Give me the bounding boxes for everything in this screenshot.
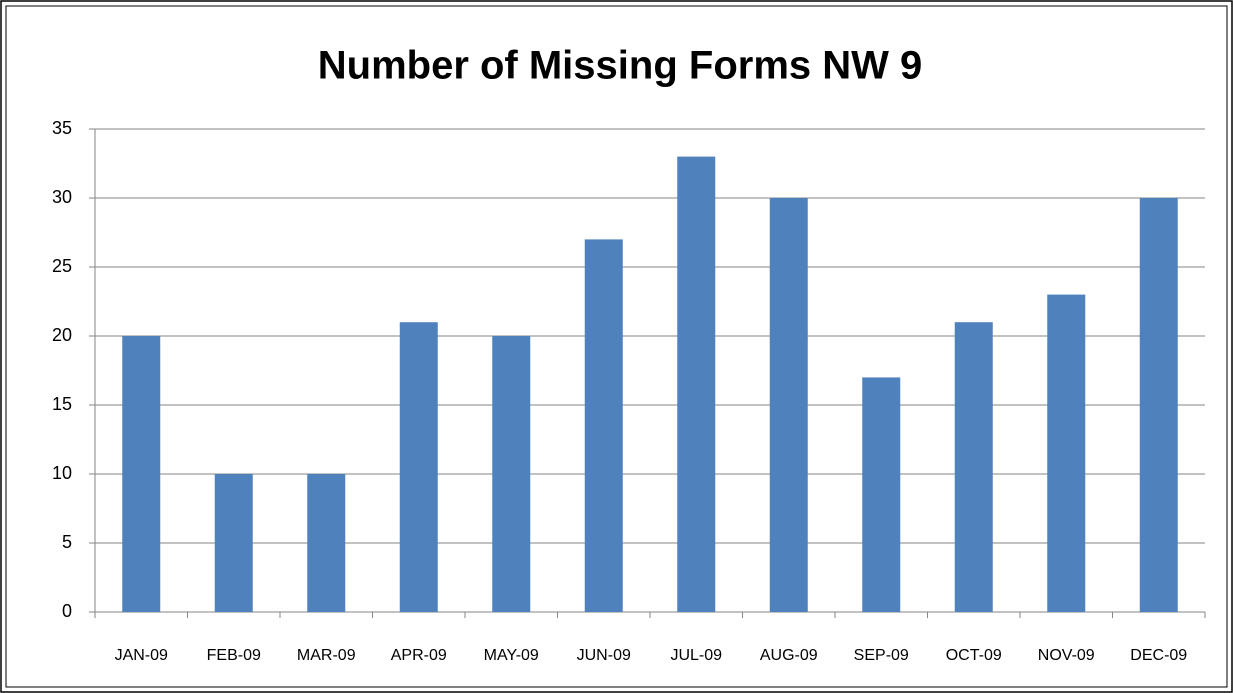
bar [1139,198,1178,612]
y-tick-label: 5 [62,532,72,552]
bar [399,322,438,612]
inner-border [5,5,1228,688]
y-tick-label: 30 [52,187,72,207]
y-tick-label: 15 [52,394,72,414]
bar [492,336,531,612]
x-tick-label: MAR-09 [297,647,356,664]
x-tick-label: OCT-09 [946,647,1002,664]
y-tick-label: 0 [62,601,72,621]
bar [862,377,901,612]
x-tick-label: JUL-09 [670,647,722,664]
bar [677,156,716,612]
x-tick-label: MAY-09 [484,647,539,664]
x-tick-label: JAN-09 [115,647,168,664]
bar [1047,294,1086,612]
bar [954,322,993,612]
bar [584,239,623,612]
x-tick-label: SEP-09 [854,647,909,664]
x-tick-label: FEB-09 [207,647,261,664]
bar [307,474,346,612]
y-tick-label: 10 [52,463,72,483]
x-tick-label: DEC-09 [1130,647,1187,664]
bar [214,474,253,612]
chart-title: Number of Missing Forms NW 9 [318,44,923,88]
x-tick-label: JUN-09 [577,647,631,664]
bar [122,336,161,612]
y-tick-label: 25 [52,256,72,276]
x-tick-label: AUG-09 [760,647,818,664]
bar [769,198,808,612]
x-tick-label: APR-09 [391,647,447,664]
y-tick-label: 20 [52,325,72,345]
y-tick-label: 35 [52,118,72,138]
x-tick-label: NOV-09 [1038,647,1095,664]
